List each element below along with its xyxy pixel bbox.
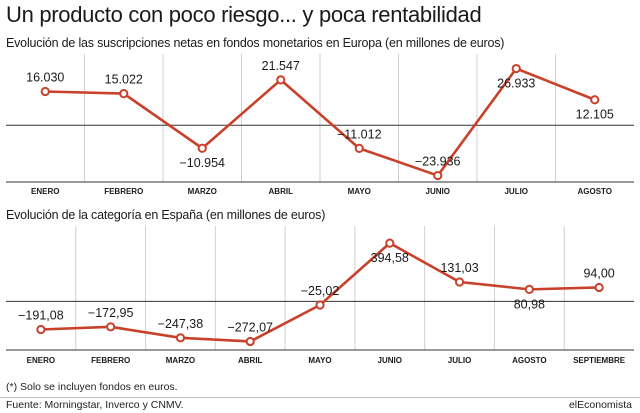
data-point xyxy=(245,336,255,347)
category-label: MAYO xyxy=(348,187,371,196)
category-label: SEPTIEMBRE xyxy=(573,356,626,365)
data-point xyxy=(175,333,186,343)
data-label: −25,02 xyxy=(301,284,340,298)
data-point xyxy=(524,284,534,294)
footnote: (*) Solo se incluyen fondos en euros. xyxy=(6,381,178,393)
data-point xyxy=(197,143,207,153)
data-label: 94,00 xyxy=(583,266,614,280)
category-label: MAYO xyxy=(308,356,331,365)
category-label: FEBRERO xyxy=(104,187,143,196)
data-label: −11.012 xyxy=(337,127,382,141)
data-label: −172,95 xyxy=(88,306,134,320)
data-point xyxy=(454,277,465,287)
data-label: 16.030 xyxy=(26,70,64,84)
data-point xyxy=(354,143,364,153)
data-label: 21.547 xyxy=(262,59,300,73)
data-label: 394,58 xyxy=(371,251,409,265)
data-label: −23.936 xyxy=(415,155,461,169)
data-label: 15.022 xyxy=(105,73,143,87)
series-line xyxy=(45,67,596,177)
brand-logo-text: elEconomista xyxy=(568,399,632,411)
category-label: ENERO xyxy=(31,187,59,196)
data-point xyxy=(590,95,600,105)
category-label: JULIO xyxy=(448,356,472,365)
chart-europe: 16.030 ENERO 15.022 FEBRERO −10.954 MARZO 21.5… xyxy=(6,54,634,196)
data-label: −191,08 xyxy=(18,309,64,323)
category-label: AGOSTO xyxy=(577,187,612,196)
category-label: AGOSTO xyxy=(512,356,547,365)
data-point xyxy=(511,63,521,74)
data-point xyxy=(315,300,325,310)
category-label: FEBRERO xyxy=(91,356,130,365)
category-label: ABRIL xyxy=(269,187,294,196)
data-point xyxy=(119,89,129,99)
category-label: ENERO xyxy=(27,356,55,365)
data-label: 12.105 xyxy=(576,108,614,122)
data-label: −247,38 xyxy=(158,317,204,331)
category-label: JULIO xyxy=(504,187,528,196)
category-label: MARZO xyxy=(188,187,217,196)
data-label: 131,03 xyxy=(440,261,478,275)
data-label: 80,98 xyxy=(514,297,545,311)
chart-1-subtitle: Evolución de las suscripciones netas en … xyxy=(6,36,505,50)
data-label: −272,07 xyxy=(227,320,273,334)
data-point xyxy=(36,324,46,335)
chart-title: Un producto con poco riesgo... y poca re… xyxy=(6,2,482,27)
data-point xyxy=(385,238,395,248)
data-point xyxy=(433,170,443,181)
chart-2-subtitle: Evolución de la categoría en España (en … xyxy=(6,208,326,222)
source-text: Fuente: Morningstar, Inverco y CNMV. xyxy=(6,399,184,411)
chart-spain: −191,08 ENERO −172,95 FEBRERO −247,38 MARZO −2… xyxy=(6,226,634,365)
data-label: −10.954 xyxy=(179,156,225,170)
data-point xyxy=(276,75,286,85)
category-label: MARZO xyxy=(166,356,195,365)
data-point xyxy=(594,282,604,293)
data-label: 26.933 xyxy=(497,77,535,91)
data-point xyxy=(106,322,116,332)
data-point xyxy=(40,86,50,97)
category-label: ABRIL xyxy=(238,356,263,365)
footer-divider xyxy=(0,397,640,398)
category-label: JUNIO xyxy=(426,187,450,196)
category-label: JUNIO xyxy=(378,356,402,365)
